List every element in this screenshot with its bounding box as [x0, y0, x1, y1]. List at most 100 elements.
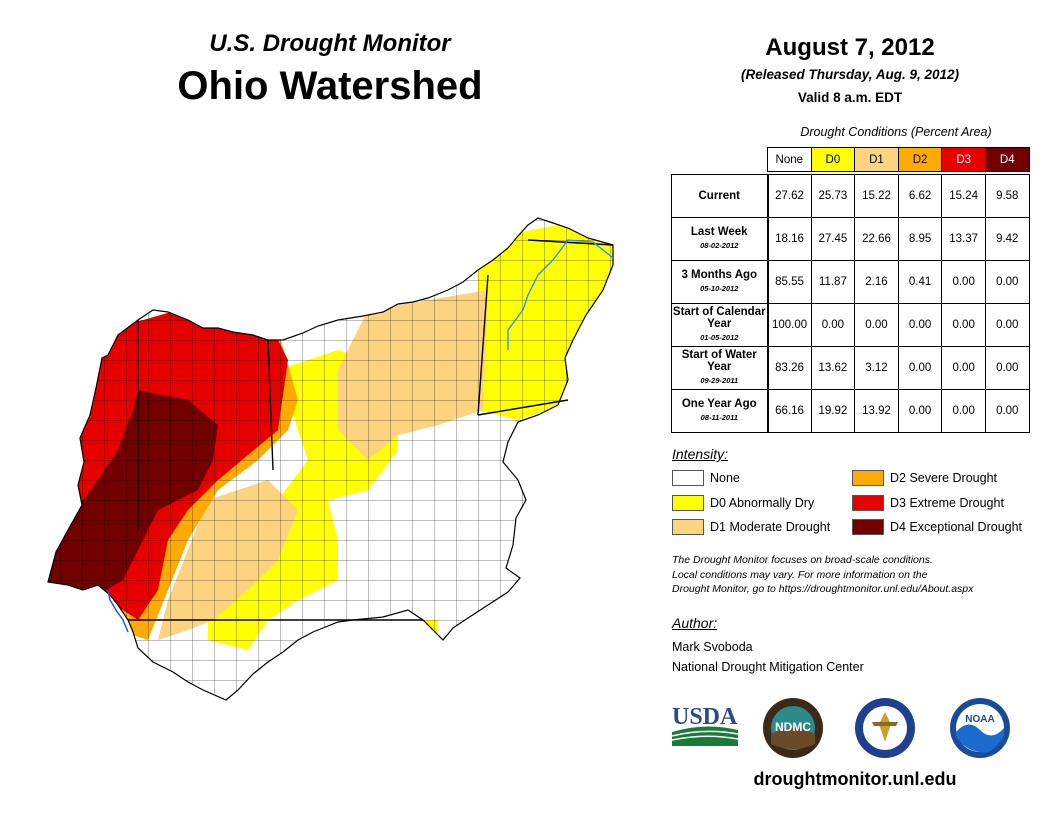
table-body: Current 27.62 25.73 15.22 6.62 15.24 9.58 Last …: [671, 174, 1030, 433]
table-cell: 83.26: [766, 346, 812, 390]
row-date: 08-11-2011: [700, 413, 738, 422]
state-border-in-oh: [267, 339, 274, 471]
table-row: 3 Months Ago 05-10-2012 85.55 11.87 2.16 0.41…: [671, 260, 1030, 304]
legend-item-d1: D1 Moderate Drought: [672, 519, 830, 535]
usda-logo[interactable]: USDA: [670, 700, 740, 750]
table-cell: 3.12: [854, 346, 899, 390]
commerce-seal[interactable]: [852, 696, 918, 760]
state-border-wv: [477, 399, 569, 416]
drought-monitor-note: The Drought Monitor focuses on broad-sca…: [672, 553, 1042, 597]
table-cell: 0.00: [941, 346, 986, 390]
row-label: Start of Water Year 09-29-2011: [671, 346, 768, 390]
table-cell: 66.16: [766, 389, 812, 433]
table-cell: 22.66: [854, 217, 899, 261]
table-cell: 100.00: [766, 303, 812, 347]
table-cell: 13.92: [854, 389, 899, 433]
map-date: August 7, 2012: [765, 34, 935, 61]
table-row: Last Week 08-02-2012 18.16 27.45 22.66 8.95 13…: [671, 217, 1030, 261]
row-label: 3 Months Ago 05-10-2012: [671, 260, 768, 304]
table-caption: Drought Conditions (Percent Area): [800, 125, 992, 139]
table-row: One Year Ago 08-11-2011 66.16 19.92 13.92 0.0…: [671, 389, 1030, 433]
intensity-title: Intensity:: [672, 446, 729, 462]
table-cell: 0.00: [984, 303, 1030, 347]
table-cell: 6.62: [897, 174, 943, 218]
noaa-logo[interactable]: NOAA: [948, 696, 1012, 760]
table-cell: 13.62: [810, 346, 856, 390]
drought-map: [47, 217, 614, 701]
row-date: 08-02-2012: [700, 241, 739, 250]
table-row: Start of Calendar Year 01-05-2012 100.00 0.…: [671, 303, 1030, 347]
table-cell: 9.42: [984, 217, 1030, 261]
row-label: Start of Calendar Year 01-05-2012: [671, 303, 768, 347]
ndmc-logo[interactable]: NDMC: [760, 696, 826, 760]
release-date: (Released Thursday, Aug. 9, 2012): [740, 67, 960, 82]
table-cell: 0.00: [941, 389, 986, 433]
table-corner: [672, 148, 768, 172]
table-cell: 0.00: [984, 260, 1030, 304]
legend-label-d4: D4 Exceptional Drought: [890, 520, 1023, 534]
legend-item-d2: D2 Severe Drought: [852, 470, 997, 486]
col-header-d4: D4: [984, 147, 1030, 172]
legend-label-d2: D2 Severe Drought: [890, 471, 998, 485]
noaa-logo-text: NOAA: [965, 714, 994, 725]
legend-label-d0: D0 Abnormally Dry: [710, 496, 815, 510]
legend-item-d0: D0 Abnormally Dry: [672, 495, 814, 511]
table-cell: 0.00: [941, 303, 986, 347]
website-link[interactable]: droughtmonitor.unl.edu: [753, 769, 957, 789]
legend-swatch-none: [672, 470, 704, 486]
col-header-d3: D3: [941, 147, 986, 172]
legend-label-none: None: [710, 471, 740, 485]
row-label-text: Start of Calendar Year: [672, 306, 766, 330]
table-cell: 27.45: [810, 217, 856, 261]
row-label-text: Current: [698, 190, 741, 202]
intensity-legend: None D0 Abnormally Dry D1 Moderate Droug…: [672, 470, 1042, 542]
drought-conditions-table: None D0 D1 D2 D3 D4 Current 27.62 25.73 15.…: [671, 147, 1030, 433]
table-cell: 15.24: [941, 174, 986, 218]
river-allegheny: [507, 239, 614, 350]
legend-swatch-d3: [852, 495, 884, 511]
row-date: 05-10-2012: [700, 284, 739, 293]
note-line-2: Local conditions may vary. For more info…: [672, 568, 928, 581]
ndmc-logo-text: NDMC: [775, 720, 811, 734]
table-row: Current 27.62 25.73 15.22 6.62 15.24 9.58: [671, 174, 1030, 218]
row-label: Last Week 08-02-2012: [671, 217, 768, 261]
row-label-text: 3 Months Ago: [681, 269, 758, 281]
table-cell: 25.73: [810, 174, 856, 218]
table-cell: 0.00: [897, 389, 943, 433]
note-line-3: Drought Monitor, go to https://droughtmo…: [672, 583, 974, 595]
table-cell: 0.00: [854, 303, 899, 347]
table-row: Start of Water Year 09-29-2011 83.26 13.62 3…: [671, 346, 1030, 390]
legend-item-none: None: [672, 470, 740, 486]
col-header-d0: D0: [810, 147, 856, 172]
row-label: One Year Ago 08-11-2011: [671, 389, 768, 433]
map-subtitle: U.S. Drought Monitor: [209, 30, 451, 57]
table-cell: 11.87: [810, 260, 856, 304]
table-cell: 85.55: [766, 260, 812, 304]
table-cell: 27.62: [766, 174, 812, 218]
table-cell: 15.22: [854, 174, 899, 218]
table-cell: 13.37: [941, 217, 986, 261]
col-header-none: None: [767, 147, 812, 172]
legend-label-d3: D3 Extreme Drought: [890, 496, 1004, 510]
row-label: Current: [671, 174, 768, 218]
author-name: Mark Svoboda: [672, 640, 753, 654]
row-date: 01-05-2012: [700, 333, 739, 342]
river-wabash: [107, 589, 129, 633]
author-block: Mark Svoboda National Drought Mitigation…: [672, 637, 864, 677]
table-cell: 0.41: [897, 260, 943, 304]
legend-label-d1: D1 Moderate Drought: [710, 520, 831, 534]
legend-swatch-d4: [852, 519, 884, 535]
legend-swatch-d0: [672, 495, 704, 511]
map-title: Ohio Watershed: [177, 64, 483, 108]
watershed-outline: [47, 217, 614, 701]
legend-swatch-d1: [672, 519, 704, 535]
row-date: 09-29-2011: [700, 376, 739, 385]
row-label-text: One Year Ago: [681, 398, 757, 410]
row-label-text: Last Week: [690, 226, 748, 238]
table-cell: 0.00: [984, 346, 1030, 390]
table-cell: 0.00: [984, 389, 1030, 433]
legend-item-d3: D3 Extreme Drought: [852, 495, 1004, 511]
legend-swatch-d2: [852, 470, 884, 486]
table-cell: 0.00: [810, 303, 856, 347]
state-border-ny-pa: [527, 239, 614, 246]
